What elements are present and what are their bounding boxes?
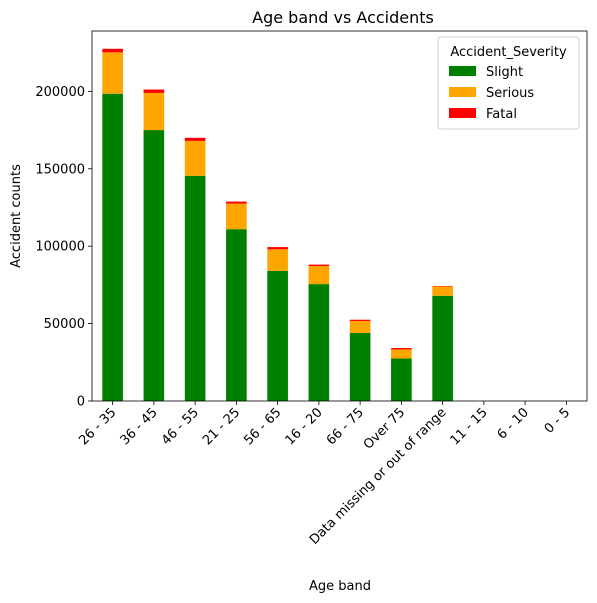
bar-fatal-2 bbox=[184, 137, 206, 141]
x-tick-label-5: 16 - 20 bbox=[283, 405, 326, 448]
y-tick-label-0: 0 bbox=[77, 395, 85, 410]
bar-slight-8 bbox=[432, 295, 453, 401]
x-tick-label-9: 11 - 15 bbox=[448, 405, 491, 448]
plot-frame bbox=[91, 30, 588, 402]
legend-label-serious: Serious bbox=[486, 86, 534, 101]
legend: Accident_Severity Slight Serious Fatal bbox=[437, 36, 580, 130]
bar-serious-2 bbox=[184, 140, 206, 176]
bar-fatal-7 bbox=[391, 348, 412, 350]
y-tick-label-2: 100000 bbox=[35, 240, 85, 255]
x-tick-label-4: 56 - 65 bbox=[241, 405, 284, 448]
legend-swatch-fatal bbox=[449, 108, 476, 118]
x-tick-label-0: 26 - 35 bbox=[76, 405, 119, 448]
bar-fatal-4 bbox=[267, 247, 288, 250]
y-tick-label-4: 200000 bbox=[35, 85, 85, 100]
bar-slight-2 bbox=[184, 175, 206, 401]
bar-serious-4 bbox=[267, 249, 288, 271]
legend-title: Accident_Severity bbox=[450, 45, 567, 60]
bar-serious-3 bbox=[226, 203, 247, 230]
bar-serious-6 bbox=[349, 320, 371, 333]
bar-slight-6 bbox=[349, 332, 371, 401]
bar-serious-8 bbox=[432, 286, 453, 296]
x-tick-label-3: 21 - 25 bbox=[200, 405, 243, 448]
bar-fatal-1 bbox=[143, 89, 165, 93]
y-tick-label-3: 150000 bbox=[35, 162, 85, 177]
x-tick-label-10: 6 - 10 bbox=[495, 405, 532, 442]
bar-fatal-6 bbox=[349, 319, 371, 321]
bar-serious-5 bbox=[308, 266, 330, 285]
bar-slight-3 bbox=[226, 229, 247, 401]
bar-serious-0 bbox=[102, 52, 123, 94]
x-tick-label-1: 36 - 45 bbox=[118, 405, 161, 448]
bar-serious-7 bbox=[391, 349, 412, 359]
bar-slight-0 bbox=[102, 93, 123, 401]
bar-fatal-5 bbox=[308, 264, 330, 266]
legend-label-slight: Slight bbox=[486, 65, 523, 80]
legend-label-fatal: Fatal bbox=[486, 107, 517, 122]
bar-fatal-3 bbox=[226, 201, 247, 204]
x-axis-title: Age band bbox=[309, 579, 371, 594]
x-tick-label-11: 0 - 5 bbox=[542, 405, 573, 436]
bar-slight-5 bbox=[308, 284, 330, 401]
bar-slight-1 bbox=[143, 130, 165, 401]
x-tick-label-2: 46 - 55 bbox=[159, 405, 202, 448]
legend-box bbox=[437, 36, 580, 130]
y-tick-label-1: 50000 bbox=[44, 317, 85, 332]
bar-slight-7 bbox=[391, 358, 412, 401]
bar-slight-4 bbox=[267, 270, 288, 401]
y-axis-title: Accident counts bbox=[9, 164, 24, 268]
chart-title: Age band vs Accidents bbox=[252, 8, 434, 27]
legend-swatch-serious bbox=[449, 87, 476, 97]
bar-serious-1 bbox=[143, 92, 165, 131]
bar-fatal-0 bbox=[102, 48, 123, 53]
legend-swatch-slight bbox=[449, 66, 476, 76]
